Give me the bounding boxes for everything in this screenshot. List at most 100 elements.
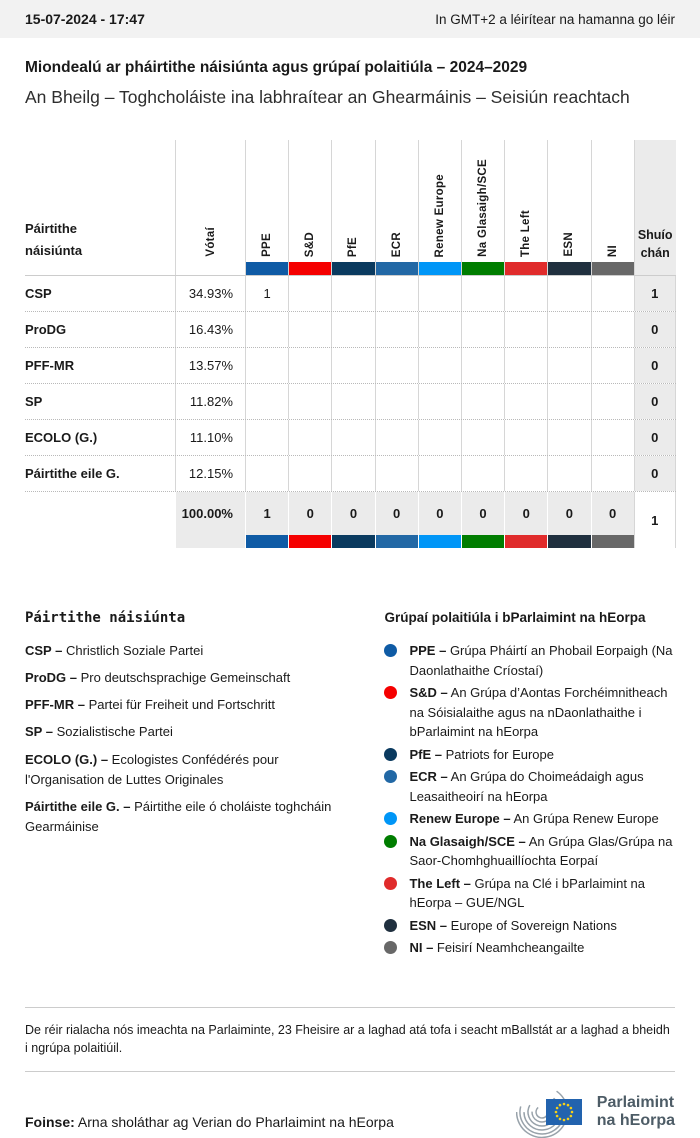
total-group-seats-cell: 0 — [417, 492, 461, 548]
party-name-cell: ProDG — [25, 322, 67, 337]
group-seats-cell — [547, 348, 590, 383]
party-name-cell: SP — [25, 394, 43, 409]
group-legend-text: PPE – Grúpa Pháirtí an Phobail Eorpaigh … — [409, 643, 673, 678]
group-legend-abbr: Renew Europe – — [409, 811, 511, 826]
results-table: Páirtithe náisiúnta Vótaí PPE S&D PfE ECR Rene… — [25, 140, 676, 548]
total-group-seats-cell: 0 — [547, 492, 591, 548]
group-label: Renew Europe — [433, 173, 446, 257]
group-legend-item: PPE – Grúpa Pháirtí an Phobail Eorpaigh … — [384, 641, 675, 680]
group-legend-item: NI – Feisirí Neamhcheangailte — [384, 938, 675, 958]
source-row: Foinse: Arna sholáthar ag Verian do Phar… — [25, 1086, 675, 1138]
group-color-bar — [418, 262, 461, 275]
votes-cell: 16.43% — [175, 312, 245, 347]
group-seats-cell: 1 — [245, 276, 288, 311]
votes-cell: 34.93% — [175, 276, 245, 311]
group-seats-cell — [374, 456, 418, 491]
table-row: Páirtithe eile G. 12.15% 0 — [25, 456, 676, 492]
table-total-row: 100.00% 1 0 0 0 0 0 0 0 0 1 — [25, 492, 676, 548]
group-seats-cell — [504, 456, 547, 491]
group-label: NI — [606, 244, 619, 257]
group-legend-abbr: S&D – — [409, 685, 448, 700]
group-legend-item: PfE – Patriots for Europe — [384, 745, 675, 765]
divider — [25, 1071, 675, 1072]
column-header-group: NI — [590, 140, 634, 275]
group-legend-abbr: PPE – — [409, 643, 447, 658]
group-seats-cell — [288, 384, 331, 419]
column-header-group: ESN — [547, 140, 591, 275]
party-legend-abbr: ProDG – — [25, 670, 78, 686]
group-seats-cell — [504, 312, 547, 347]
group-seats-cell — [417, 420, 461, 455]
group-seats-cell — [504, 276, 547, 311]
group-seats-cell — [331, 276, 374, 311]
group-legend-abbr: Na Glasaigh/SCE – — [409, 833, 526, 849]
column-header-group: S&D — [288, 140, 332, 275]
legend-political-groups: Grúpaí polaitiúla i bParlaimint na hEorp… — [384, 610, 675, 961]
group-seats-cell — [504, 420, 547, 455]
group-seats-cell — [374, 276, 418, 311]
party-legend-item: ProDG – Pro deutschsprachige Gemeinschaf… — [25, 670, 291, 686]
group-seats-cell — [417, 384, 461, 419]
party-legend-abbr: Páirtithe eile G. – — [25, 798, 131, 814]
group-seats-cell — [460, 276, 504, 311]
group-legend-abbr: ECR – — [409, 769, 448, 784]
column-header-group: ECR — [374, 140, 418, 275]
group-seats-cell — [331, 420, 374, 455]
divider — [25, 1006, 675, 1008]
group-label: PPE — [261, 233, 274, 257]
group-seats-cell — [547, 420, 590, 455]
group-seats-cell — [417, 312, 461, 347]
group-color-bar — [591, 262, 634, 275]
votes-cell: 13.57% — [175, 348, 245, 383]
party-name-cell: Páirtithe eile G. — [25, 466, 120, 481]
group-seats-cell — [460, 384, 504, 419]
legend-national-parties: Páirtithe náisiúnta CSP – Christlich Soz… — [25, 610, 359, 961]
group-seats-cell — [547, 276, 590, 311]
group-legend-text: Na Glasaigh/SCE – An Grúpa Glas/Grúpa na… — [409, 833, 673, 869]
group-label: PfE — [347, 236, 360, 257]
group-seats-cell — [331, 456, 374, 491]
group-seats-cell — [288, 312, 331, 347]
group-color-dot — [384, 644, 398, 657]
group-seats-cell — [590, 348, 634, 383]
group-color-bar — [289, 262, 332, 275]
group-seats-cell — [417, 348, 461, 383]
column-header-seats: Shuíochán — [633, 140, 676, 275]
ep-hemicycle-icon — [515, 1086, 582, 1138]
page-subtitle: An Bheilg – Toghcholáiste ina labhraítea… — [25, 87, 630, 107]
group-legend-text: The Left – Grúpa na Clé i bParlaimint na… — [409, 875, 646, 911]
group-color-bar — [246, 262, 289, 275]
group-legend-item: ECR – An Grúpa do Choimeádaigh agus Leas… — [384, 767, 675, 806]
column-header-group: PPE — [245, 140, 289, 275]
group-color-bar — [548, 535, 591, 548]
total-row-spacer — [25, 492, 175, 548]
votes-cell: 11.82% — [175, 384, 245, 419]
ep-logo: Parlaimint na hEorpa — [515, 1086, 675, 1138]
group-seats-cell — [245, 420, 288, 455]
group-seats-cell — [374, 348, 418, 383]
group-seats-cell — [590, 276, 634, 311]
seats-total-cell: 0 — [633, 312, 676, 347]
party-name-cell: CSP — [25, 286, 52, 301]
legend-parties-heading: Páirtithe náisiúnta — [25, 610, 186, 626]
group-color-bar — [289, 535, 332, 548]
group-color-bar — [246, 535, 289, 548]
group-seats-cell — [288, 276, 331, 311]
column-header-votes-label: Vótaí — [204, 227, 217, 257]
party-name-cell: PFF-MR — [25, 358, 75, 373]
table-row: CSP 34.93% 1 1 — [25, 276, 676, 312]
group-seats-cell — [331, 348, 374, 383]
total-seats-cell: 1 — [633, 492, 676, 548]
column-header-votes: Vótaí — [175, 140, 245, 275]
group-legend-item: ESN – Europe of Sovereign Nations — [384, 916, 675, 936]
seats-total-cell: 0 — [633, 384, 676, 419]
group-seats-cell — [374, 384, 418, 419]
group-color-dot — [384, 770, 398, 783]
group-legend-item: S&D – An Grúpa d’Aontas Forchéimnitheach… — [384, 683, 675, 742]
party-legend-item: CSP – Christlich Soziale Partei — [25, 643, 204, 658]
group-seats-cell — [288, 348, 331, 383]
group-color-bar — [591, 535, 634, 548]
group-color-bar — [505, 535, 548, 548]
column-header-group: PfE — [331, 140, 375, 275]
total-group-seats-cell: 1 — [245, 492, 289, 548]
